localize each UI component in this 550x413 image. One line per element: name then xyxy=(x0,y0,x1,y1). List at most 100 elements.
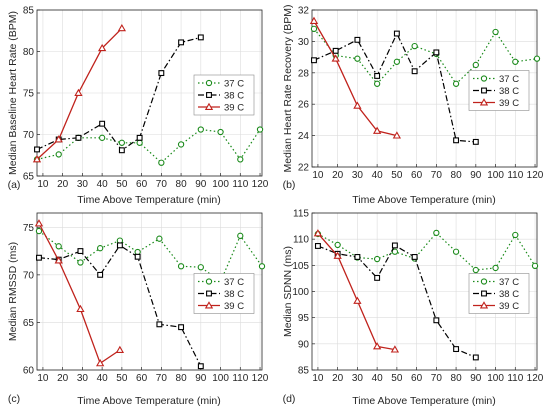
y-tick-label: 105 xyxy=(292,261,309,272)
x-tick-label: 90 xyxy=(195,179,207,190)
x-tick-label: 80 xyxy=(451,170,463,181)
data-point xyxy=(391,242,398,249)
data-point xyxy=(197,363,204,370)
legend-entry-label: 37 C xyxy=(224,277,244,288)
data-point xyxy=(433,49,440,56)
data-point xyxy=(492,28,499,36)
y-tick-label: 60 xyxy=(23,366,35,377)
data-point xyxy=(411,254,418,260)
data-point xyxy=(332,47,339,54)
y-axis-label: Median SDNN (ms) xyxy=(282,246,294,337)
data-point xyxy=(77,248,84,255)
x-tick-label: 20 xyxy=(332,373,344,384)
x-tick-label: 10 xyxy=(37,179,49,190)
x-axis-label: Time Above Temperature (min) xyxy=(352,395,496,407)
x-tick-label: 90 xyxy=(470,373,482,384)
x-tick-label: 90 xyxy=(470,170,482,181)
y-tick-label: 75 xyxy=(23,89,35,100)
x-axis-label: Time Above Temperature (min) xyxy=(77,194,221,206)
data-point xyxy=(55,243,62,250)
x-tick-label: 60 xyxy=(136,179,148,190)
x-tick-label: 20 xyxy=(332,170,344,181)
series-line-37c xyxy=(313,28,538,85)
x-tick-label: 40 xyxy=(372,170,384,181)
data-point xyxy=(392,131,402,139)
y-tick-label: 85 xyxy=(298,366,310,377)
data-point xyxy=(533,55,541,62)
legend-entry-label: 37 C xyxy=(499,277,519,288)
x-tick-label: 40 xyxy=(97,373,109,384)
data-point xyxy=(512,58,519,65)
data-point xyxy=(134,253,141,260)
x-tick-label: 120 xyxy=(527,373,544,384)
data-point xyxy=(35,227,43,235)
data-point xyxy=(393,58,401,65)
data-point xyxy=(177,263,185,270)
data-point xyxy=(512,231,519,239)
data-point xyxy=(374,274,381,281)
data-point xyxy=(77,259,84,266)
y-tick-label: 80 xyxy=(23,47,35,58)
data-point xyxy=(453,137,460,144)
series-line-38c xyxy=(317,244,477,358)
data-point xyxy=(178,324,185,331)
legend-entry-label: 38 C xyxy=(224,289,244,300)
data-point xyxy=(118,147,125,154)
legend: 37 C38 C39 C xyxy=(468,70,530,111)
legend-swatch-marker xyxy=(480,75,488,82)
data-point xyxy=(333,251,342,259)
data-point xyxy=(372,342,382,350)
x-tick-label: 20 xyxy=(57,373,69,384)
y-tick-label: 32 xyxy=(298,6,310,17)
x-tick-label: 100 xyxy=(487,373,504,384)
data-point xyxy=(158,159,165,166)
x-tick-label: 30 xyxy=(77,179,89,190)
data-point xyxy=(331,54,340,62)
data-point xyxy=(97,245,104,252)
data-point xyxy=(393,30,400,37)
data-point xyxy=(117,23,127,32)
legend-entry-label: 39 C xyxy=(224,301,244,312)
legend-swatch-marker xyxy=(206,92,212,98)
x-tick-label: 50 xyxy=(391,373,403,384)
y-tick-label: 90 xyxy=(298,339,310,350)
x-tick-label: 90 xyxy=(195,373,207,384)
legend-swatch-marker xyxy=(479,98,489,106)
x-tick-label: 110 xyxy=(232,373,248,384)
panel-label: (b) xyxy=(283,179,296,191)
x-tick-label: 80 xyxy=(176,179,188,190)
data-point xyxy=(472,138,479,145)
legend: 37 C38 C39 C xyxy=(468,273,530,314)
data-point xyxy=(391,248,399,255)
data-point xyxy=(237,232,244,239)
x-tick-label: 10 xyxy=(312,373,324,384)
chart-panel-b: 10 20 30 40 50 60 70 80 90 100 110 120 22 24 26 28 30 32 T… xyxy=(282,4,544,206)
legend-entry-label: 37 C xyxy=(224,79,244,90)
legend-entry-label: 39 C xyxy=(224,103,244,114)
x-tick-label: 70 xyxy=(156,373,168,384)
x-tick-label: 80 xyxy=(451,373,463,384)
data-point xyxy=(452,80,460,87)
data-point xyxy=(97,271,104,278)
x-tick-label: 10 xyxy=(312,170,324,181)
data-point xyxy=(411,42,418,50)
y-axis-label: Median RMSSD (ms) xyxy=(7,242,19,341)
x-tick-label: 110 xyxy=(507,170,523,181)
data-point xyxy=(334,241,341,249)
data-point xyxy=(99,120,106,127)
panel-label: (d) xyxy=(283,393,296,405)
x-tick-label: 60 xyxy=(136,373,148,384)
data-point xyxy=(492,264,499,272)
x-tick-label: 60 xyxy=(411,373,423,384)
data-point xyxy=(156,321,163,328)
data-point xyxy=(313,229,323,237)
legend-swatch-marker xyxy=(479,301,489,309)
x-tick-label: 110 xyxy=(507,373,523,384)
data-point xyxy=(390,345,400,353)
legend-swatch-marker xyxy=(206,290,212,297)
data-point xyxy=(32,155,42,163)
x-tick-label: 10 xyxy=(37,373,49,384)
y-tick-label: 65 xyxy=(23,172,35,183)
x-tick-label: 120 xyxy=(252,373,269,384)
